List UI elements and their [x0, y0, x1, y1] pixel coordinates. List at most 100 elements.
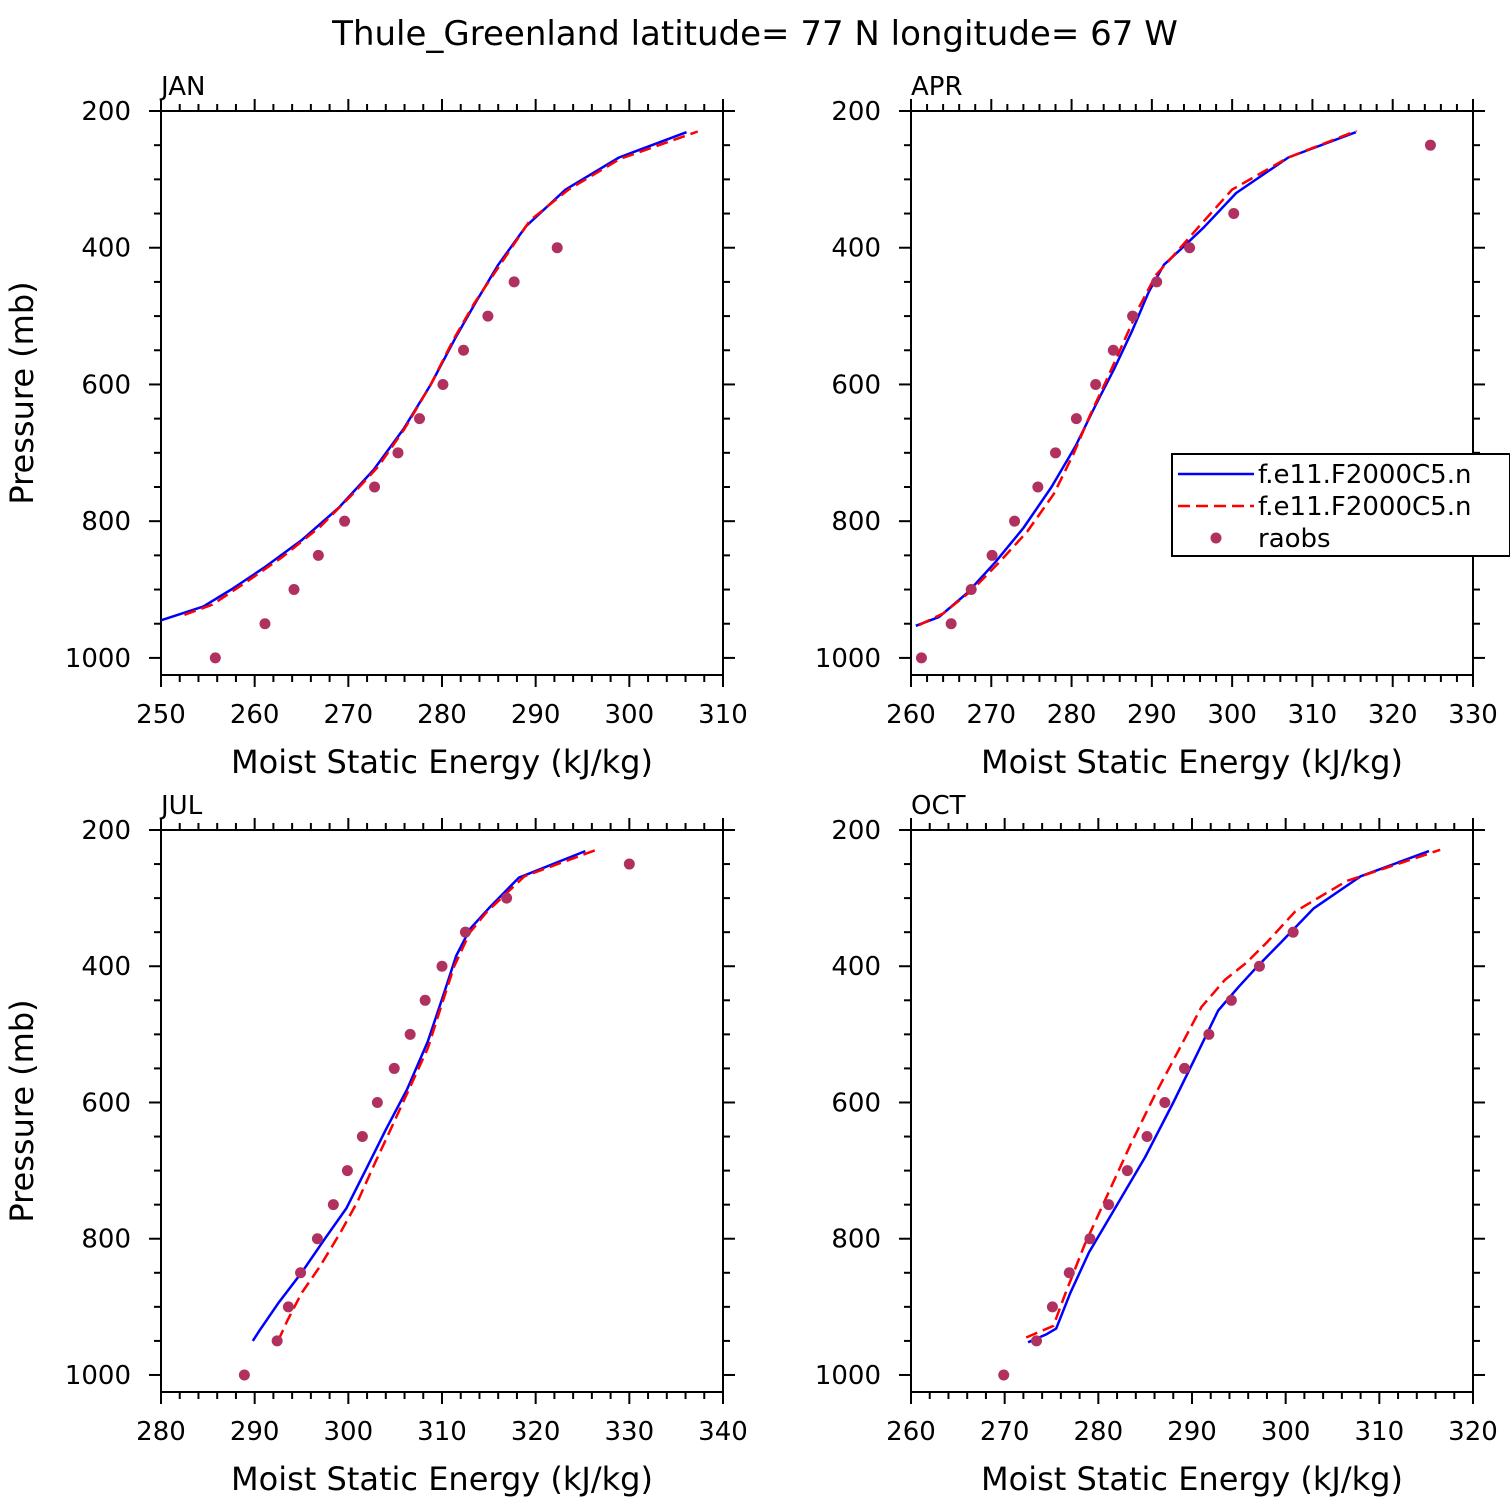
raobs-point — [501, 892, 513, 904]
x-tick-label: 280 — [1074, 1417, 1124, 1447]
raobs-point — [986, 549, 998, 561]
raobs-point — [419, 994, 431, 1006]
legend-box — [1171, 453, 1510, 557]
x-tick-label: 320 — [1368, 700, 1418, 730]
raobs-point — [341, 1165, 353, 1177]
raobs-point — [508, 276, 520, 288]
y-axis-title: Pressure (mb) — [3, 281, 41, 504]
x-tick-label: 300 — [1261, 1417, 1311, 1447]
raobs-point — [459, 926, 471, 938]
x-tick-label: 300 — [1207, 700, 1257, 730]
raobs-point — [458, 344, 470, 356]
raobs-point — [356, 1131, 368, 1143]
legend-label: f.e11.F2000C5.n — [1258, 492, 1471, 522]
plot-frame — [160, 110, 724, 676]
x-tick-label: 290 — [511, 700, 561, 730]
raobs-point — [551, 242, 563, 254]
raobs-point — [1107, 344, 1119, 356]
x-tick-label: 320 — [511, 1417, 561, 1447]
x-tick-label: 290 — [230, 1417, 280, 1447]
y-tick-label: 600 — [831, 370, 881, 400]
x-tick-label: 330 — [1448, 700, 1498, 730]
x-tick-label: 260 — [230, 700, 280, 730]
y-tick-label: 600 — [81, 370, 131, 400]
raobs-point — [437, 378, 449, 390]
raobs-point — [271, 1335, 283, 1347]
panel-title: JUL — [159, 791, 203, 821]
x-axis-title: Moist Static Energy (kJ/kg) — [231, 743, 653, 781]
x-tick-label: 310 — [698, 700, 748, 730]
raobs-point — [1253, 960, 1265, 972]
y-tick-label: 200 — [81, 97, 131, 127]
x-tick-label: 300 — [324, 1417, 374, 1447]
plot-frame — [910, 110, 1474, 676]
raobs-point — [369, 481, 381, 493]
series-line-model-1 — [1027, 849, 1430, 1344]
raobs-point — [1084, 1233, 1096, 1245]
panel-title: APR — [911, 72, 963, 102]
plot-frame — [160, 829, 724, 1393]
x-tick-label: 310 — [1355, 1417, 1405, 1447]
raobs-point — [1141, 1131, 1153, 1143]
raobs-point — [1031, 1335, 1043, 1347]
raobs-point — [1127, 310, 1139, 322]
x-axis-title: Moist Static Energy (kJ/kg) — [981, 743, 1403, 781]
y-tick-label: 1000 — [815, 1361, 881, 1391]
x-tick-label: 290 — [1167, 1417, 1217, 1447]
raobs-point — [1103, 1199, 1115, 1211]
raobs-point — [436, 960, 448, 972]
panel-title: JAN — [159, 72, 205, 102]
raobs-point — [1063, 1267, 1075, 1279]
raobs-point — [1287, 926, 1299, 938]
raobs-point — [339, 515, 351, 527]
series-line-model-2 — [1025, 848, 1441, 1339]
raobs-point — [1050, 447, 1062, 459]
x-axis-title: Moist Static Energy (kJ/kg) — [231, 1460, 653, 1498]
raobs-point — [482, 310, 494, 322]
series-line-model-2 — [918, 129, 1358, 627]
y-tick-label: 200 — [831, 816, 881, 846]
raobs-point — [371, 1096, 383, 1108]
raobs-point — [1184, 242, 1196, 254]
y-tick-label: 800 — [831, 507, 881, 537]
raobs-point — [998, 1369, 1010, 1381]
data-layer — [161, 130, 699, 664]
x-tick-label: 310 — [417, 1417, 467, 1447]
x-tick-label: 270 — [980, 1417, 1030, 1447]
x-tick-label: 340 — [698, 1417, 748, 1447]
y-tick-label: 800 — [831, 1225, 881, 1255]
data-layer — [915, 129, 1436, 664]
raobs-point — [1203, 1028, 1215, 1040]
chart-panel-jan: 250 260 270 280 290 300 310 200 400 600 800 1000 JAN… — [3, 72, 748, 781]
chart-panel-oct: 260 270 280 290 300 310 320 200 400 600 800 1000 OCT… — [815, 791, 1498, 1498]
y-tick-label: 400 — [81, 234, 131, 264]
y-tick-label: 800 — [81, 507, 131, 537]
series-line-model-1 — [161, 131, 687, 622]
raobs-point — [1046, 1301, 1058, 1313]
x-tick-label: 300 — [605, 700, 655, 730]
series-line-model-2 — [183, 130, 699, 616]
data-layer — [238, 848, 635, 1381]
y-axis-title: Pressure (mb) — [3, 999, 41, 1222]
raobs-point — [238, 1369, 250, 1381]
x-tick-label: 330 — [605, 1417, 655, 1447]
y-tick-label: 1000 — [815, 644, 881, 674]
x-tick-label: 320 — [1448, 1417, 1498, 1447]
series-line-model-1 — [915, 131, 1357, 627]
chart-panel-jul: 280 290 300 310 320 330 340 200 400 600 800 1000 JUL… — [3, 791, 748, 1498]
data-layer — [998, 848, 1441, 1381]
raobs-point — [282, 1301, 294, 1313]
y-tick-label: 200 — [831, 97, 881, 127]
raobs-point — [312, 549, 324, 561]
raobs-point — [327, 1199, 339, 1211]
x-tick-label: 280 — [417, 700, 467, 730]
x-tick-label: 290 — [1127, 700, 1177, 730]
y-tick-label: 400 — [831, 952, 881, 982]
raobs-point — [392, 447, 404, 459]
raobs-point — [414, 413, 426, 425]
x-axis-title: Moist Static Energy (kJ/kg) — [981, 1460, 1403, 1498]
y-tick-label: 1000 — [65, 644, 131, 674]
legend-marker-raobs — [1210, 532, 1222, 544]
